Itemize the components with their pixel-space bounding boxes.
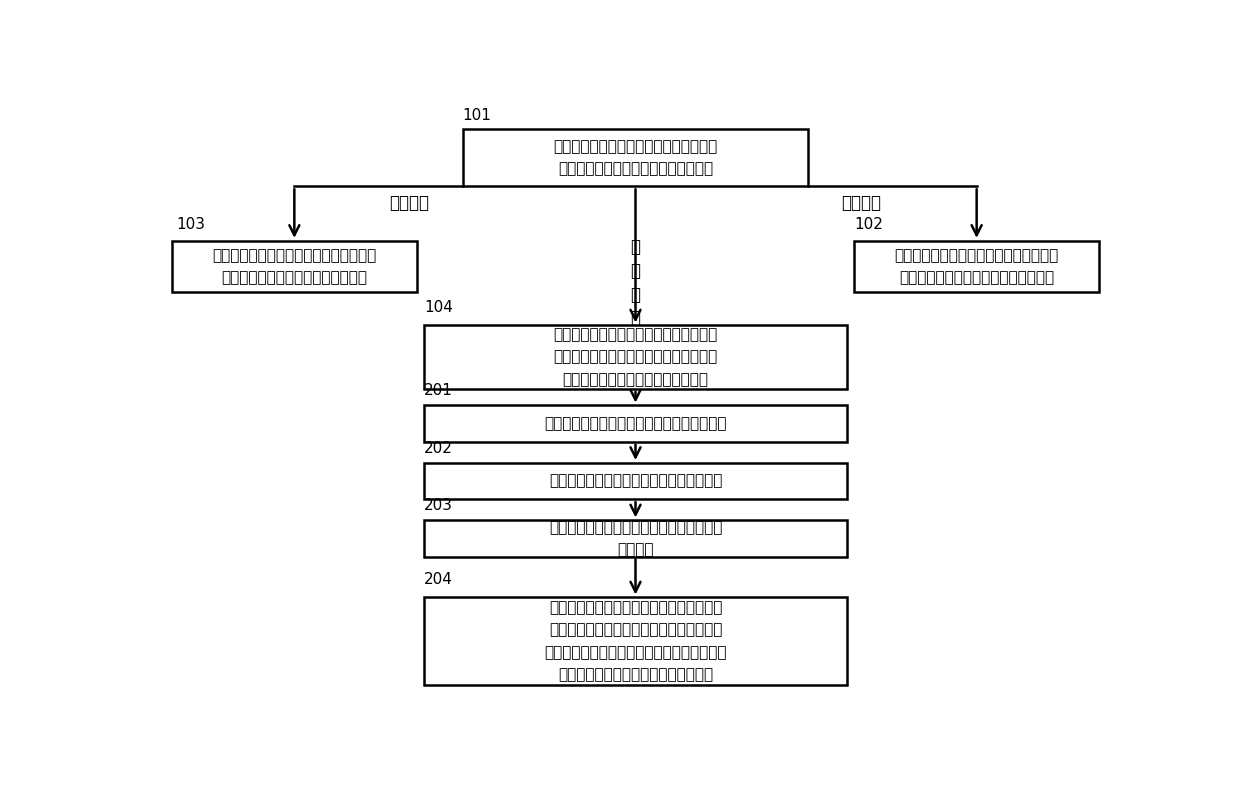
Text: 对发动机挡位进行编码，编码后输出三路信号: 对发动机挡位进行编码，编码后输出三路信号	[544, 416, 727, 431]
Text: 204: 204	[424, 571, 453, 587]
FancyBboxPatch shape	[463, 129, 808, 186]
Text: 节能模式: 节能模式	[389, 194, 430, 212]
Text: 对第二信号与第三信号进行逻辑或运算，当
运算结果为高电平时，将第一信号设置为发
动机功率选择信号；当运算结果为低电平时，
将发动机功率选择信号设置为悬空状态: 对第二信号与第三信号进行逻辑或运算，当 运算结果为高电平时，将第一信号设置为发 …	[544, 601, 727, 682]
FancyBboxPatch shape	[424, 520, 847, 557]
FancyBboxPatch shape	[424, 597, 847, 685]
Text: 动力模式: 动力模式	[841, 194, 882, 212]
Text: 202: 202	[424, 440, 453, 455]
Text: 设定功率曲线的状态，所述功率曲线的状
态分为动力模式、节能模式和自动模式: 设定功率曲线的状态，所述功率曲线的状 态分为动力模式、节能模式和自动模式	[553, 139, 718, 177]
Text: 101: 101	[463, 108, 491, 123]
Text: 102: 102	[854, 217, 883, 232]
FancyBboxPatch shape	[424, 326, 847, 389]
Text: 接收三路信号，对三路信号进行抗干扰处理: 接收三路信号，对三路信号进行抗干扰处理	[549, 473, 722, 488]
FancyBboxPatch shape	[172, 241, 417, 292]
Text: 104: 104	[424, 300, 453, 315]
FancyBboxPatch shape	[424, 406, 847, 442]
Text: 103: 103	[176, 217, 205, 232]
Text: 自
动
模
式: 自 动 模 式	[630, 239, 641, 327]
Text: 201: 201	[424, 383, 453, 398]
Text: 当所述功率曲线的状态处于节能模式时，
将发动机功率选择信号设置为高电平: 当所述功率曲线的状态处于节能模式时， 将发动机功率选择信号设置为高电平	[212, 248, 377, 285]
FancyBboxPatch shape	[424, 463, 847, 499]
Text: 当所述功率曲线的状态处于动力模式时，
将发动机功率选择信号设置为悬空状态: 当所述功率曲线的状态处于动力模式时， 将发动机功率选择信号设置为悬空状态	[894, 248, 1059, 285]
FancyBboxPatch shape	[854, 241, 1099, 292]
Text: 当所述功率曲线的状态处于自动模式时，
将发动机挡位信号进行逻辑受控处理，根
据处理结果设置发动机功率选择信号: 当所述功率曲线的状态处于自动模式时， 将发动机挡位信号进行逻辑受控处理，根 据处…	[553, 327, 718, 387]
Text: 将所述三路信号分为第一信号、第二信号与
第三信号: 将所述三路信号分为第一信号、第二信号与 第三信号	[549, 520, 722, 557]
Text: 203: 203	[424, 498, 453, 513]
